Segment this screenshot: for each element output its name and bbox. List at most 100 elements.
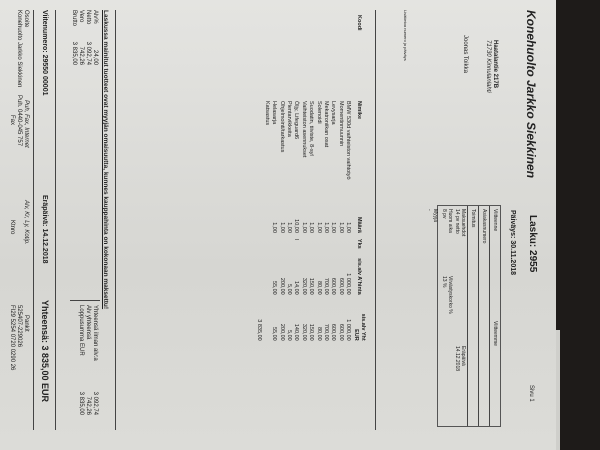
table-cell: Pientarvikkeita (285, 101, 292, 137)
table-cell (277, 12, 284, 98)
footer-value: Konehuolto Jarkko Siekkinen (16, 10, 22, 88)
table-row: Momentinmuunnin 1,00 600,00 600,00 (336, 12, 344, 344)
table-cell: 1,00 (308, 222, 315, 233)
value: - (426, 209, 432, 211)
label: Viivästyskorko % (447, 276, 453, 314)
footer-label: Pankit (23, 315, 29, 332)
table-cell: 1,00 (271, 222, 278, 233)
table-cell: 10,00 (293, 219, 300, 233)
totals-value: 3 835,00 (78, 391, 84, 415)
table-row: Pientarvikkeita 1,00 5,00 5,00 (285, 12, 292, 344)
value: 13 % (441, 276, 447, 288)
value: 14.12.2018 (454, 346, 460, 372)
table-cell: 5,00 (285, 283, 292, 295)
footer-value: 525407-229026 (16, 305, 22, 348)
label: Eräpäivä (460, 346, 466, 366)
totals-value: 742,26 (85, 396, 91, 415)
header-ahinta: sis.alv A'hinta (356, 258, 363, 295)
address-line: Haatalantie 217B (492, 40, 498, 89)
label: Viitteemme (492, 321, 498, 346)
table-cell (262, 298, 269, 344)
table-row: Öljy, Lifeguard6 10,00 l 14,00 140,00 (292, 12, 299, 344)
table-cell: 600,00 (337, 277, 344, 295)
table-cell: 200,00 (278, 277, 285, 295)
table-cell: 600,00 (330, 277, 337, 295)
footer-label: Puh, Fax, Internet (23, 100, 29, 148)
table-cell (322, 236, 329, 252)
table-cell (292, 12, 299, 98)
label: Maksuehdot (460, 209, 466, 237)
totals-label: Alv yhteensä (85, 305, 91, 340)
reference-number: Viitenumero: 29550 00001 (41, 10, 48, 96)
table-total: 3 835,00 (256, 319, 263, 341)
table-cell: 80,00 (315, 326, 322, 341)
table-cell: 55,00 (271, 326, 278, 341)
table-cell (314, 236, 321, 252)
table-row: Suodatin, tiiviste, 8-syl 1,00 150,00 150,0… (307, 12, 314, 344)
header-koodi: Koodi (356, 15, 363, 31)
table-cell: 1,00 (322, 222, 329, 233)
table-cell: 14,00 (293, 280, 300, 295)
footer-label: Osoite (23, 10, 29, 28)
table-cell: 1,00 (285, 222, 292, 233)
totals-value: 3 092,74 (92, 391, 98, 415)
value: 8 pv (441, 209, 447, 219)
table-cell (344, 236, 351, 252)
table-cell: Katsastus (263, 101, 270, 126)
table-cell: 320,00 (300, 323, 307, 341)
info-box: Viitteenne Viitteemme Asiakasnumero Toim… (426, 205, 501, 427)
table-row: Mekatroniikan osat 1,00 700,00 700,00 (322, 12, 329, 344)
table-cell (262, 252, 269, 298)
items-table: Koodi Nimike Määrä Yks sis.alv A'hinta s… (255, 12, 366, 344)
header-yht: sis.alv Yht EUR (352, 313, 366, 341)
extra-info: Lisätietoa numero ja päiväys (403, 10, 408, 61)
table-cell: 1,00 (345, 222, 352, 233)
table-cell: 140,00 (293, 323, 300, 341)
table-cell (299, 12, 306, 98)
label: Myyjä (432, 209, 438, 223)
table-cell (322, 12, 329, 98)
table-cell (270, 12, 277, 98)
table-cell: BMW 530d vaihteiston vaihtotyö (345, 101, 352, 180)
table-cell: 1 000,00 (345, 273, 352, 295)
label: Huom aika (447, 209, 453, 233)
table-row: Katsastus (262, 12, 270, 344)
table-row: Ohjelmointi/tarkastus 1,00 200,00 200,00 (277, 12, 285, 344)
table-cell (285, 12, 292, 98)
footer-label: Alv, Kr, Ly, Kotip. (23, 200, 29, 245)
table-cell: Mekatroniikan osat (322, 101, 329, 148)
vat-value: 24,00 (92, 49, 98, 65)
table-cell: 1,00 (300, 222, 307, 233)
table-row: Helasarja 1,00 55,00 55,00 (270, 12, 277, 344)
footer-value: FI29 5254 0720 0290 26 (9, 305, 15, 371)
table-cell: 1,00 (330, 222, 337, 233)
table-cell: Suodatin, tiiviste, 8-syl (308, 101, 315, 156)
customer-name: Joonas Toikka (462, 35, 468, 73)
table-cell: 55,00 (271, 280, 278, 295)
table-cell: 80,00 (315, 280, 322, 295)
table-cell: 600,00 (330, 323, 337, 341)
table-cell (344, 12, 351, 98)
table-cell: 150,00 (308, 277, 315, 295)
header-maara: Määrä (356, 217, 363, 233)
footer-label: Fax (9, 115, 15, 126)
table-cell: 1,00 (278, 222, 285, 233)
vat-value: 3 835,00 (71, 41, 77, 65)
table-cell (314, 12, 321, 98)
table-cell (307, 236, 314, 252)
totals-label: Yhteensä ilman alv:a (92, 305, 98, 361)
table-cell: 1,00 (337, 222, 344, 233)
company-name: Konehuolto Jarkko Siekkinen (524, 10, 538, 179)
ownership-notice: Laskussa mainitut tuotteet ovat myyjän o… (102, 10, 109, 310)
label: Viitteenne (492, 209, 498, 232)
table-cell: Helasarja (271, 101, 278, 125)
table-cell (262, 214, 269, 236)
table-row: Solenoidi 1,00 80,00 80,00 (314, 12, 322, 344)
table-cell: 700,00 (322, 323, 329, 341)
table-cell (270, 236, 277, 252)
table-cell: 600,00 (337, 323, 344, 341)
table-cell (307, 12, 314, 98)
invoice-document: Konehuolto Jarkko Siekkinen Lasku: 2955 … (0, 0, 556, 450)
due-date: Eräpäivä: 14.12.2018 (41, 195, 48, 264)
table-cell: 700,00 (322, 277, 329, 295)
